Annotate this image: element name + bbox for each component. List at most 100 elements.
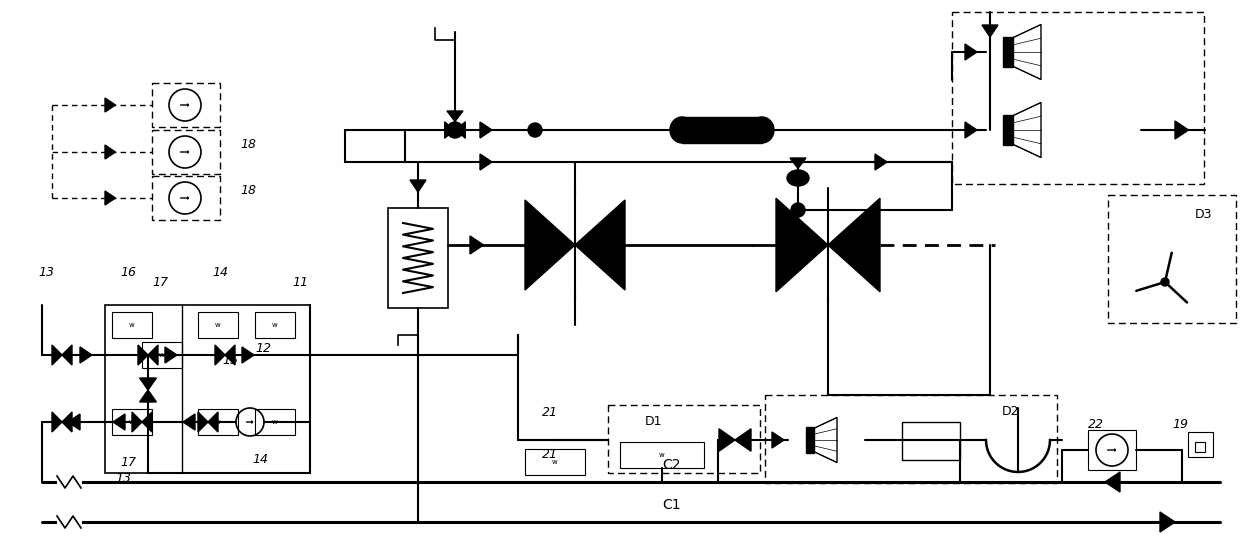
Polygon shape <box>719 429 735 451</box>
Circle shape <box>528 123 542 137</box>
Polygon shape <box>140 390 156 402</box>
Polygon shape <box>525 200 575 290</box>
Text: w: w <box>129 322 135 328</box>
Polygon shape <box>1159 512 1176 532</box>
Bar <box>1109 195 1236 323</box>
Bar <box>901 422 960 460</box>
Bar <box>198 409 238 435</box>
Text: 22: 22 <box>1087 418 1104 431</box>
Bar <box>1003 114 1013 146</box>
Polygon shape <box>184 414 195 430</box>
Bar <box>153 176 219 220</box>
Text: 18: 18 <box>241 137 255 151</box>
Text: w: w <box>215 322 221 328</box>
Polygon shape <box>828 198 880 292</box>
Text: w: w <box>215 419 221 425</box>
Text: 17: 17 <box>153 276 167 288</box>
Text: 21: 21 <box>542 449 558 461</box>
Circle shape <box>791 203 805 217</box>
Bar <box>1188 432 1213 457</box>
Text: 14: 14 <box>212 266 228 278</box>
Polygon shape <box>242 347 254 363</box>
Text: w: w <box>552 459 558 465</box>
Polygon shape <box>480 122 492 138</box>
Bar <box>525 449 585 475</box>
Polygon shape <box>105 98 115 112</box>
Polygon shape <box>480 154 492 170</box>
Text: 19: 19 <box>1172 418 1188 431</box>
Polygon shape <box>445 122 455 138</box>
Polygon shape <box>131 412 143 432</box>
Bar <box>255 409 295 435</box>
Text: 15: 15 <box>222 354 238 367</box>
Bar <box>1087 430 1136 470</box>
Bar <box>153 83 219 127</box>
Bar <box>143 342 182 368</box>
Text: w: w <box>272 419 278 425</box>
Polygon shape <box>735 429 751 451</box>
Text: 13: 13 <box>38 266 55 278</box>
Polygon shape <box>113 414 125 430</box>
Circle shape <box>1161 278 1169 286</box>
Bar <box>1195 442 1205 452</box>
Bar <box>153 130 219 174</box>
Polygon shape <box>410 180 427 192</box>
Text: D2: D2 <box>1002 405 1019 418</box>
Bar <box>765 395 1056 483</box>
Bar <box>105 305 310 473</box>
Polygon shape <box>68 414 81 430</box>
Text: 17: 17 <box>120 455 136 469</box>
Polygon shape <box>455 122 465 138</box>
Polygon shape <box>143 412 153 432</box>
Text: w: w <box>129 419 135 425</box>
Bar <box>198 312 238 338</box>
Bar <box>806 427 813 453</box>
Text: 13: 13 <box>115 472 131 484</box>
Polygon shape <box>446 111 463 122</box>
Text: D3: D3 <box>1194 208 1211 221</box>
Bar <box>620 442 704 468</box>
Text: C2: C2 <box>662 458 681 472</box>
Text: w: w <box>159 352 165 358</box>
Circle shape <box>446 122 463 138</box>
Polygon shape <box>138 345 148 365</box>
Bar <box>952 12 1204 184</box>
Polygon shape <box>105 145 115 159</box>
Polygon shape <box>81 347 92 363</box>
Ellipse shape <box>670 117 694 143</box>
Polygon shape <box>198 412 208 432</box>
Text: w: w <box>660 452 665 458</box>
Polygon shape <box>165 347 177 363</box>
Bar <box>112 312 153 338</box>
Polygon shape <box>215 345 224 365</box>
Polygon shape <box>965 122 977 138</box>
Text: 16: 16 <box>120 266 136 278</box>
Polygon shape <box>62 345 72 365</box>
Polygon shape <box>790 158 806 169</box>
Bar <box>608 405 760 473</box>
Text: 11: 11 <box>291 276 308 288</box>
Ellipse shape <box>750 117 774 143</box>
Text: C1: C1 <box>662 498 681 512</box>
Polygon shape <box>1105 472 1120 492</box>
Polygon shape <box>982 25 998 37</box>
Polygon shape <box>776 198 828 292</box>
Text: w: w <box>272 322 278 328</box>
Polygon shape <box>148 345 157 365</box>
Polygon shape <box>140 378 156 390</box>
Text: 21: 21 <box>542 406 558 418</box>
Text: D1: D1 <box>645 415 662 428</box>
Bar <box>255 312 295 338</box>
Polygon shape <box>105 191 115 205</box>
Polygon shape <box>773 432 784 448</box>
Polygon shape <box>224 345 236 365</box>
Polygon shape <box>965 44 977 60</box>
Polygon shape <box>875 154 887 170</box>
Polygon shape <box>575 200 625 290</box>
Bar <box>1003 37 1013 68</box>
Polygon shape <box>470 236 484 254</box>
Polygon shape <box>62 412 72 432</box>
Polygon shape <box>1176 121 1188 139</box>
Text: 18: 18 <box>241 184 255 196</box>
Polygon shape <box>52 345 62 365</box>
